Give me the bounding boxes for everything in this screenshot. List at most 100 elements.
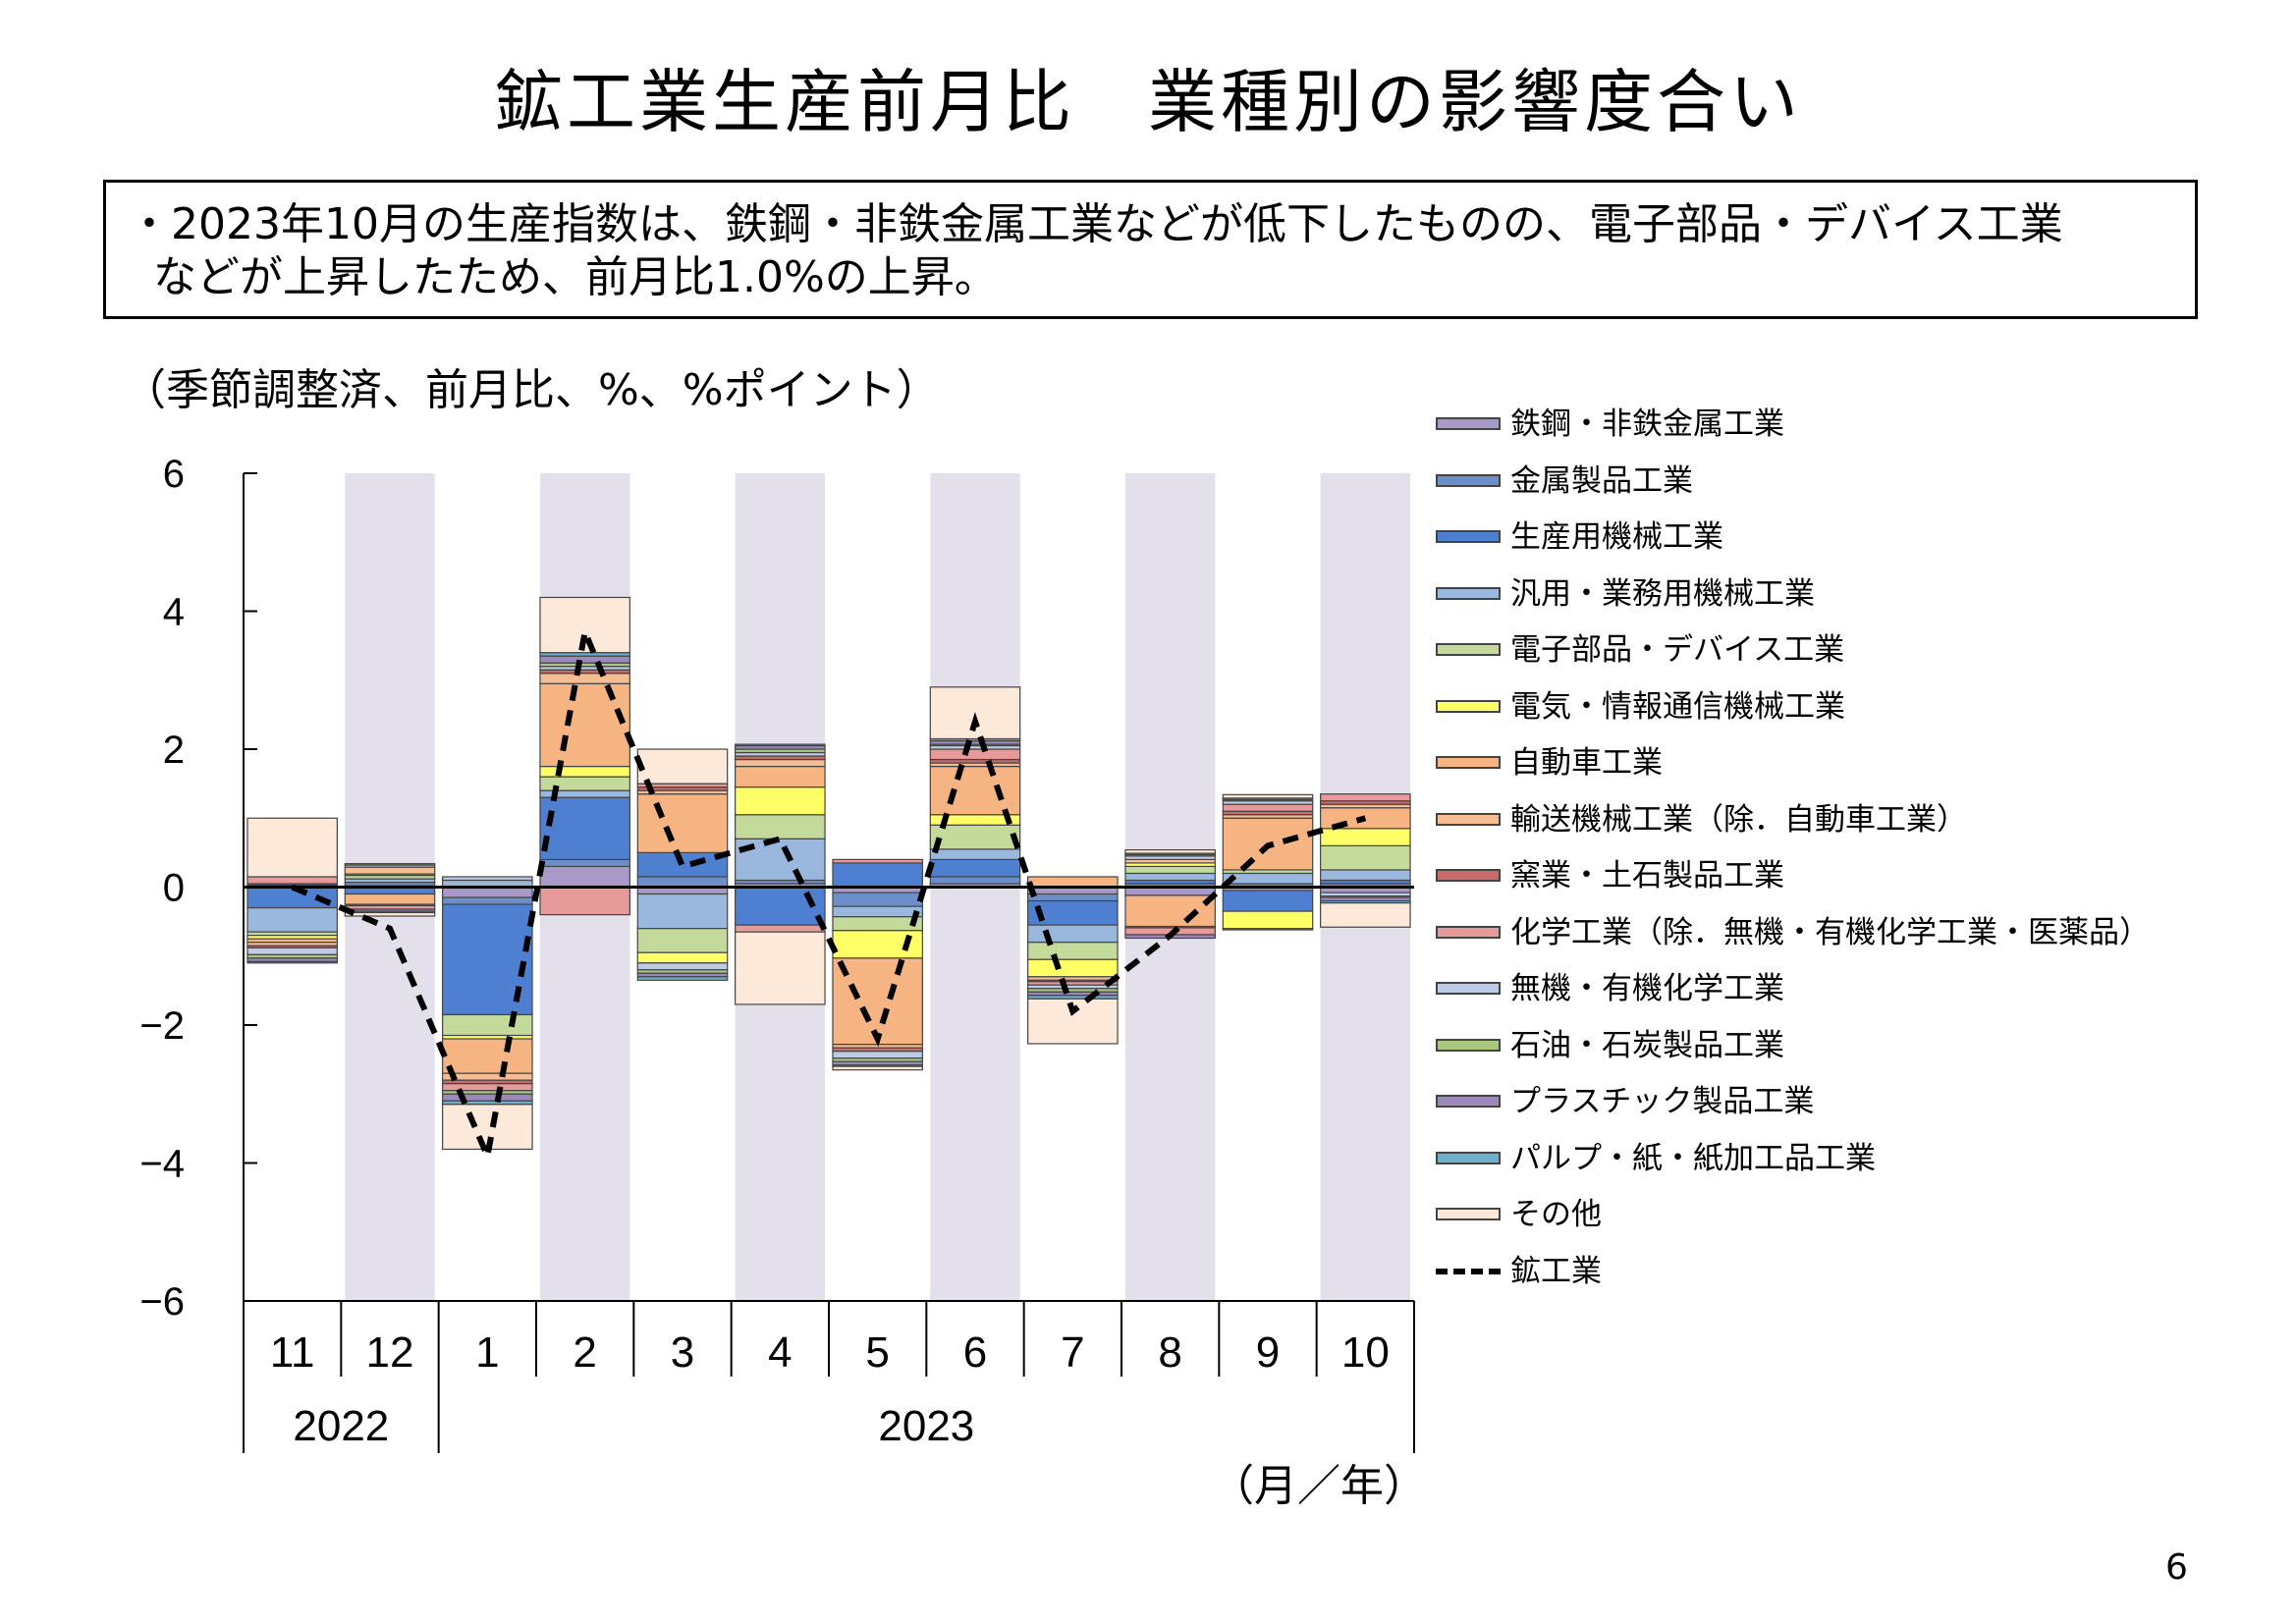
- bar-segment: [1320, 844, 1411, 871]
- bar-segment: [1124, 848, 1216, 854]
- legend-swatch: [1436, 1038, 1501, 1052]
- legend-label: その他: [1510, 1197, 1602, 1232]
- legend-swatch: [1436, 1208, 1501, 1220]
- bar-segment: [735, 765, 826, 788]
- legend-line-swatch: [1436, 1268, 1501, 1274]
- bar-segment: [1027, 876, 1119, 889]
- legend-swatch: [1436, 812, 1501, 826]
- legend-label: 電気・情報通信機械工業: [1510, 688, 1845, 725]
- bar-segment: [246, 947, 338, 955]
- bar-segment: [735, 758, 826, 768]
- summary-line-2: などが上昇したため、前月比1.0%の上昇。: [153, 252, 998, 302]
- legend-swatch: [1436, 1151, 1501, 1164]
- bar-segment: [539, 682, 630, 768]
- bar-segment: [1320, 869, 1411, 882]
- legend-swatch: [1436, 643, 1501, 656]
- bar-segment: [832, 1065, 923, 1071]
- bar-segment: [1124, 894, 1216, 928]
- bar-segment: [636, 793, 729, 853]
- bar-segment: [636, 951, 729, 964]
- bar-segment: [636, 851, 729, 878]
- bar-segment: [832, 892, 923, 907]
- x-tick-label: 8: [1158, 1328, 1181, 1377]
- year-label: 2023: [878, 1402, 974, 1450]
- y-tick-label: −2: [139, 1004, 185, 1048]
- x-tick-label: 4: [768, 1328, 792, 1377]
- legend-label: 金属製品工業: [1510, 462, 1693, 499]
- bar-segment: [1027, 893, 1119, 902]
- legend-label: 輸送機械工業（除．自動車工業）: [1510, 801, 1967, 838]
- bar-segment: [1222, 890, 1314, 912]
- bar-segment: [539, 655, 630, 664]
- bar-segment: [636, 976, 729, 981]
- bar-segment: [539, 886, 630, 916]
- y-tick-label: 0: [163, 867, 185, 910]
- legend-label: 窯業・土石製品工業: [1510, 858, 1784, 893]
- bar-segment: [344, 866, 436, 875]
- x-tick-label: 9: [1256, 1328, 1280, 1377]
- legend-swatch: [1436, 699, 1501, 713]
- bar-segment: [929, 876, 1021, 885]
- bar-segment: [929, 858, 1021, 878]
- bar-segment: [1124, 872, 1216, 882]
- bar-segment: [539, 796, 630, 860]
- bar-segment: [929, 765, 1021, 816]
- bar-segment: [344, 911, 436, 917]
- unit-note: （季節調整済、前月比、%、%ポイント）: [123, 365, 940, 415]
- bar-segment: [636, 876, 729, 889]
- legend-swatch: [1436, 982, 1501, 995]
- y-tick-label: 4: [163, 591, 185, 634]
- legend-label: パルプ・紙・紙加工品工業: [1510, 1140, 1876, 1176]
- bar-segment: [1027, 958, 1119, 978]
- bar-segment: [539, 673, 630, 684]
- legend-swatch: [1436, 756, 1501, 769]
- bar-segment: [832, 1051, 923, 1059]
- legend-label: 電子部品・デバイス工業: [1510, 632, 1845, 668]
- legend-label: 無機・有機化学工業: [1510, 971, 1784, 1006]
- x-tick-label: 11: [270, 1328, 315, 1377]
- legend-swatch: [1436, 473, 1501, 487]
- page-title: 鉱工業生産前月比 業種別の影響度合い: [494, 62, 1802, 142]
- bar-segment: [246, 876, 338, 885]
- bar-segment: [1320, 793, 1411, 802]
- legend-label: 生産用機械工業: [1510, 519, 1723, 555]
- legend-swatch: [1436, 869, 1501, 882]
- bar-segment: [442, 1038, 533, 1074]
- bar-segment: [929, 848, 1021, 860]
- bar-segment: [442, 876, 533, 882]
- legend-swatch: [1436, 417, 1501, 430]
- bar-segment: [735, 743, 826, 747]
- x-tick-label: 7: [1061, 1328, 1084, 1377]
- legend-label: 汎用・業務用機械工業: [1510, 575, 1815, 612]
- bar-segment: [1320, 828, 1411, 846]
- bar-segment: [246, 960, 338, 964]
- bar-segment: [246, 817, 338, 878]
- x-tick-label: 3: [671, 1328, 694, 1377]
- bar-segment: [539, 858, 630, 868]
- legend-label: 化学工業（除．無機・有機化学工業・医薬品）: [1510, 914, 2150, 950]
- bar-segment: [1222, 910, 1314, 930]
- legend-swatch: [1436, 925, 1501, 939]
- total-line: [291, 622, 1367, 1166]
- bar-segment: [735, 786, 826, 816]
- bar-segment: [344, 863, 436, 866]
- bar-segment: [929, 824, 1021, 850]
- bar-segment: [442, 1083, 533, 1092]
- bar-segment: [929, 748, 1021, 761]
- bar-segment: [636, 928, 729, 953]
- legend-label: 石油・石炭製品工業: [1510, 1027, 1784, 1063]
- axis-unit-label: （月／年）: [1211, 1461, 1427, 1511]
- page-number: 6: [2165, 1547, 2188, 1588]
- bar-segment: [735, 924, 826, 933]
- summary-line-1: ・2023年10月の生産指数は、鉄鋼・非鉄金属工業などが低下したものの、電子部品…: [128, 199, 2063, 249]
- y-tick-label: 2: [163, 729, 185, 772]
- bar-segment: [442, 1093, 533, 1102]
- y-tick-label: −4: [139, 1143, 185, 1186]
- bar-segment: [442, 886, 533, 898]
- bar-segment: [832, 916, 923, 932]
- bar-segment: [1222, 793, 1314, 799]
- x-tick-label: 6: [963, 1328, 987, 1377]
- bar-segment: [539, 765, 630, 778]
- bar-segment: [832, 905, 923, 918]
